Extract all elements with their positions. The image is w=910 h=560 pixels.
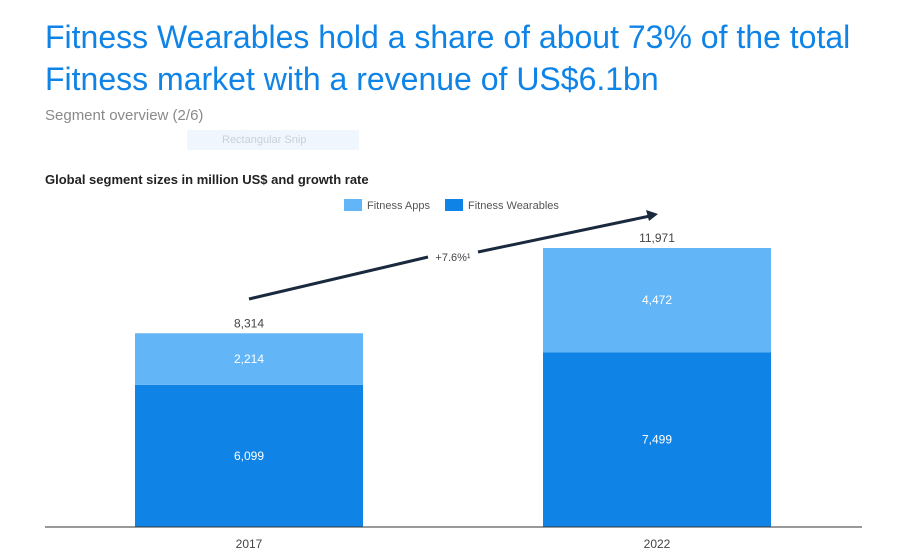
value-label: 6,099	[234, 449, 264, 463]
legend-label: Fitness Wearables	[468, 200, 559, 212]
value-label: 7,499	[642, 433, 672, 447]
growth-arrow: +7.6%¹	[248, 210, 658, 301]
x-tick-label: 2017	[236, 537, 263, 551]
legend-swatch	[344, 199, 362, 211]
snip-overlay: Rectangular Snip	[187, 130, 359, 150]
bar-fitness-apps-2017	[135, 333, 363, 385]
chart-title: Global segment sizes in million US$ and …	[45, 172, 369, 187]
legend: Fitness Apps Fitness Wearables	[344, 199, 559, 212]
value-label: 2,214	[234, 352, 264, 366]
bar-fitness-apps-2022	[543, 248, 771, 353]
value-label: 4,472	[642, 293, 672, 307]
bar-fitness-wearables-2017	[135, 384, 363, 527]
page-header: Fitness Wearables hold a share of about …	[45, 16, 905, 150]
total-label: 8,314	[234, 316, 264, 330]
growth-label: +7.6%¹	[435, 252, 470, 264]
bar-fitness-wearables-2022	[543, 352, 771, 527]
page-title: Fitness Wearables hold a share of about …	[45, 19, 851, 97]
legend-swatch	[445, 199, 463, 211]
page-subtitle: Segment overview (2/6)	[45, 107, 204, 124]
x-tick-label: 2022	[644, 537, 671, 551]
total-label: 11,971	[639, 231, 675, 245]
legend-label: Fitness Apps	[367, 200, 430, 212]
